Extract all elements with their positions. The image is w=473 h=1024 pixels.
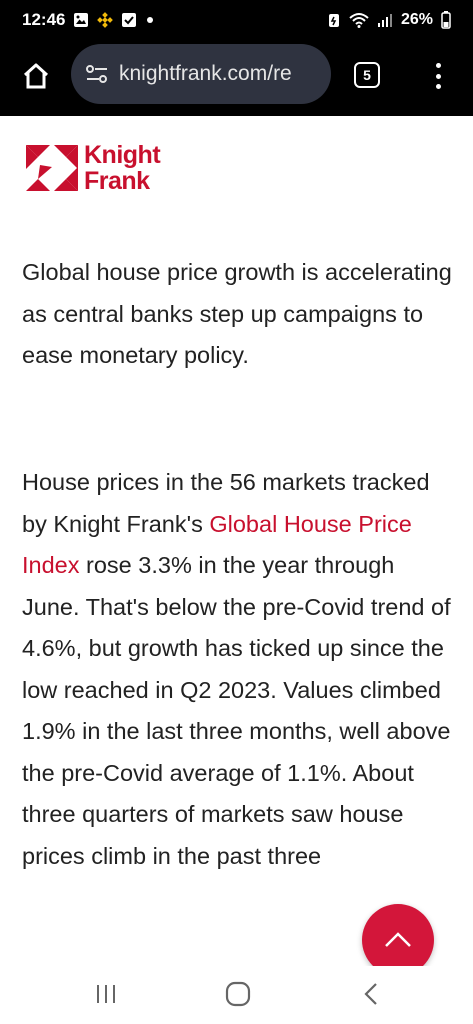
checkbox-icon bbox=[121, 12, 137, 28]
page-content: Knight Frank Global house price growth i… bbox=[0, 116, 473, 966]
logo-line-2: Frank bbox=[84, 167, 150, 195]
url-text[interactable]: knightfrank.com/re bbox=[119, 62, 292, 85]
binance-icon bbox=[97, 12, 114, 28]
knight-frank-logo[interactable]: Knight Frank bbox=[26, 141, 161, 195]
home-nav-button[interactable] bbox=[218, 974, 258, 1014]
home-circle-icon bbox=[225, 981, 251, 1007]
battery-saver-icon bbox=[327, 12, 341, 28]
back-button[interactable] bbox=[351, 974, 391, 1014]
notification-dot-icon bbox=[145, 15, 155, 25]
logo-line-1: Knight bbox=[84, 141, 161, 169]
scroll-to-top-button[interactable] bbox=[362, 904, 434, 966]
gallery-icon bbox=[73, 12, 89, 28]
recent-apps-icon bbox=[97, 985, 115, 1003]
status-right: 26% bbox=[327, 11, 451, 29]
body-paragraph: House prices in the 56 markets tracked b… bbox=[22, 462, 454, 877]
wifi-icon bbox=[349, 12, 369, 28]
tab-switcher-button[interactable]: 5 bbox=[354, 62, 380, 88]
browser-toolbar: knightfrank.com/re 5 bbox=[0, 40, 473, 116]
home-button[interactable] bbox=[20, 60, 52, 92]
knight-frank-logo-mark bbox=[26, 145, 78, 191]
system-navigation-bar bbox=[0, 966, 473, 1024]
body-text-before-link: House prices in the 56 markets tracked b… bbox=[22, 469, 430, 537]
home-icon bbox=[23, 63, 49, 89]
site-settings-icon[interactable] bbox=[85, 63, 109, 85]
body-text-after-link: rose 3.3% in the year through June. That… bbox=[22, 552, 451, 869]
back-icon bbox=[364, 983, 377, 1005]
status-time: 12:46 bbox=[22, 10, 66, 29]
battery-percent: 26% bbox=[400, 11, 433, 28]
intro-paragraph: Global house price growth is acceleratin… bbox=[22, 259, 452, 368]
recent-apps-button[interactable] bbox=[86, 974, 126, 1014]
global-house-price-index-link[interactable]: Global House Price Index bbox=[22, 510, 412, 579]
signal-icon bbox=[377, 12, 393, 28]
status-bar: 12:46 26% bbox=[0, 0, 473, 40]
overflow-menu-icon[interactable] bbox=[426, 60, 450, 92]
battery-icon bbox=[441, 11, 451, 29]
chevron-up-icon bbox=[385, 932, 411, 947]
status-left: 12:46 bbox=[22, 10, 155, 30]
logo-wordmark: Knight Frank bbox=[84, 141, 161, 195]
address-bar[interactable]: knightfrank.com/re bbox=[71, 44, 331, 104]
